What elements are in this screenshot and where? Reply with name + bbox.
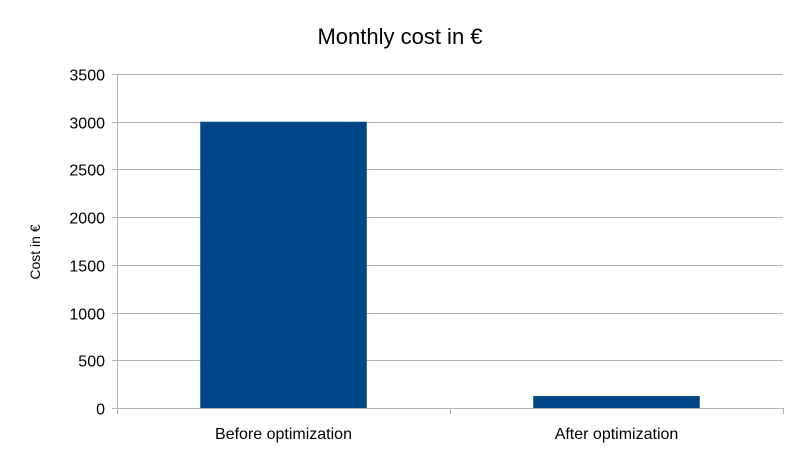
y-tick-label: 500 — [78, 354, 105, 371]
bar — [533, 396, 700, 408]
y-axis-label: Cost in € — [27, 224, 43, 279]
y-tick-label: 1000 — [69, 307, 105, 324]
y-tick-label: 0 — [96, 402, 105, 419]
x-tick-labels: Before optimization After optimization — [215, 426, 678, 443]
x-tick-label: Before optimization — [215, 426, 352, 443]
axes — [112, 74, 784, 414]
bars — [200, 121, 700, 408]
chart-title: Monthly cost in € — [317, 24, 482, 49]
x-tick-label: After optimization — [555, 426, 679, 443]
y-tick-label: 2000 — [69, 211, 105, 228]
y-tick-labels: 0 500 1000 1500 2000 2500 3000 3500 — [69, 68, 105, 419]
y-tick-label: 1500 — [69, 259, 105, 276]
y-tick-label: 2500 — [69, 163, 105, 180]
y-tick-label: 3000 — [69, 116, 105, 133]
bar — [200, 121, 367, 408]
y-tick-label: 3500 — [69, 68, 105, 85]
